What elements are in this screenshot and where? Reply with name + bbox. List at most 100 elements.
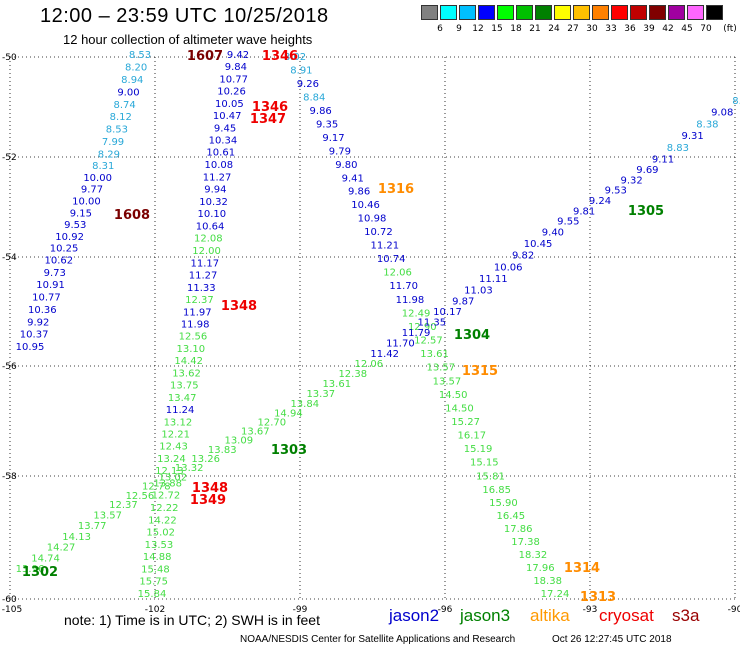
swh-value: 15.15	[470, 458, 499, 469]
pass-number-label: 1347	[250, 112, 286, 127]
swh-value: 9.32	[620, 175, 642, 186]
swh-value: 14.74	[31, 553, 60, 564]
swh-value: 9.42	[227, 50, 249, 61]
swh-value: 16.45	[497, 511, 526, 522]
swh-value: 10.10	[198, 209, 227, 220]
legend-swatch	[516, 5, 533, 20]
swh-value: 13.96	[16, 564, 45, 575]
swh-value: 13.57	[426, 363, 455, 374]
swh-value: 10.74	[377, 254, 406, 265]
swh-value: 12.37	[185, 295, 214, 306]
swh-value: 12.90	[408, 322, 437, 333]
swh-value: 12.56	[179, 332, 208, 343]
swh-value: 8.53	[106, 125, 128, 136]
swh-value: 15.48	[141, 564, 170, 575]
credit-line: NOAA/NESDIS Center for Satellite Applica…	[240, 634, 516, 645]
swh-value: 15.27	[451, 417, 480, 428]
swh-value: 12.21	[161, 429, 190, 440]
legend-level-label: 30	[586, 24, 598, 34]
pass-number-label: 1315	[462, 364, 498, 379]
swh-value: 9.31	[681, 131, 703, 142]
swh-value: 10.06	[494, 262, 523, 273]
swh-value: 13.32	[175, 463, 204, 474]
swh-value: 11.70	[386, 338, 415, 349]
swh-value: 8.83	[667, 143, 689, 154]
legend-level-label: 45	[681, 24, 693, 34]
swh-value: 13.61	[420, 349, 449, 360]
swh-value: 8.38	[696, 119, 718, 130]
swh-value: 9.24	[589, 196, 611, 207]
swh-value: 9.15	[70, 208, 92, 219]
pass-number-label: 1607	[187, 49, 223, 64]
swh-value: 9.86	[310, 106, 332, 117]
pass-labels: 1607 134613461347160813161305134813041315…	[22, 49, 664, 605]
swh-value: 15.90	[489, 498, 518, 509]
swh-value: 12.70	[258, 417, 287, 428]
swh-value: 9.82	[512, 251, 534, 262]
legend-swatch	[554, 5, 571, 20]
pass-number-label: 1316	[378, 182, 414, 197]
swh-value: 12.72	[152, 491, 181, 502]
legend-swatch	[668, 5, 685, 20]
legend-level-label: 21	[529, 24, 541, 34]
pass-number-label: 1608	[114, 208, 150, 223]
swh-value: 9.45	[214, 123, 236, 134]
legend-level-label: 33	[605, 24, 617, 34]
swh-value: 17.86	[504, 524, 533, 535]
swh-value: 13.62	[172, 368, 201, 379]
swh-value: 10.91	[36, 280, 65, 291]
pass-number-label: 1302	[22, 565, 58, 580]
swh-value: 14.50	[439, 390, 468, 401]
satellite-legend-jason3: jason3	[460, 606, 511, 625]
legend-level-label: 6	[437, 24, 443, 34]
swh-value: 9.77	[81, 185, 103, 196]
swh-value: 17.96	[526, 563, 555, 574]
swh-value: 13.10	[177, 344, 206, 355]
swh-value: 13.26	[191, 454, 220, 465]
swh-value: 8.	[732, 96, 740, 107]
legend-level-label: 42	[662, 24, 674, 34]
swh-value: 8.12	[110, 112, 132, 123]
swh-value: 9.35	[316, 119, 338, 130]
swh-value: 12.13	[155, 466, 184, 477]
swh-value: 8.84	[303, 92, 325, 103]
swh-value: 8.91	[290, 65, 312, 76]
swh-value: 14.22	[148, 515, 177, 526]
swh-value: 13.47	[168, 393, 197, 404]
pass-number-label: 1348	[221, 299, 257, 314]
swh-value: 9.41	[342, 173, 364, 184]
swh-value: 13.84	[290, 399, 319, 410]
swh-value: 9.73	[44, 268, 66, 279]
swh-value: 13.53	[145, 540, 174, 551]
swh-value: 10.17	[433, 307, 462, 318]
swh-value: 11.98	[181, 320, 210, 331]
swh-value: 12.06	[354, 359, 383, 370]
swh-value: 10.62	[45, 255, 74, 266]
swh-value: 13.57	[433, 376, 462, 387]
swh-value: 13.24	[157, 454, 186, 465]
satellite-legend-s3a: s3a	[672, 606, 700, 625]
swh-value: 13.77	[78, 521, 107, 532]
swh-value: 12.06	[383, 268, 412, 279]
swh-value: 13.57	[93, 510, 122, 521]
swh-value: 14.27	[47, 543, 76, 554]
latitude-tick-label: -60	[2, 595, 17, 605]
swh-value: 9.94	[204, 185, 226, 196]
legend-swatch	[440, 5, 457, 20]
longitude-tick-label: -96	[438, 605, 453, 615]
swh-value: 12.56	[126, 491, 155, 502]
swh-value: 10.64	[196, 221, 225, 232]
swh-value: 12.38	[338, 369, 367, 380]
legend-swatch	[497, 5, 514, 20]
swh-value: 9.53	[605, 186, 627, 197]
swh-value: 12.00	[192, 246, 221, 257]
swh-value: 10.92	[55, 232, 84, 243]
swh-value: 9.79	[329, 146, 351, 157]
latitude-tick-label: -58	[2, 472, 17, 482]
swh-value: 9.08	[711, 108, 733, 119]
satellite-legend-cryosat: cryosat	[599, 606, 654, 625]
swh-value: 13.09	[224, 436, 253, 447]
satellite-legend-altika: altika	[530, 606, 570, 625]
swh-value: 10.25	[50, 244, 79, 255]
